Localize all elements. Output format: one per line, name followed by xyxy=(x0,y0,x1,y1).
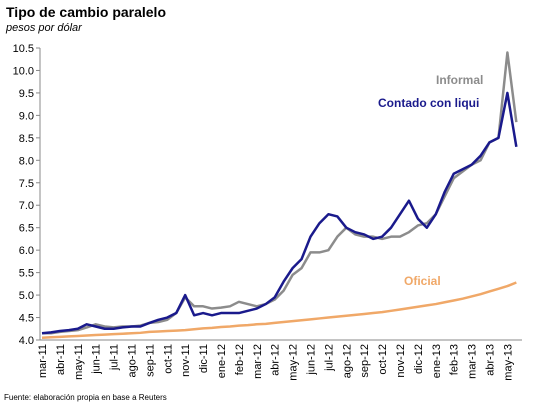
x-tick-label: jun-12 xyxy=(306,344,318,376)
series-label: Informal xyxy=(436,73,483,87)
x-tick-label: dic-12 xyxy=(413,344,425,374)
x-tick-label: mar-11 xyxy=(37,344,49,378)
x-tick-label: abr-12 xyxy=(270,344,282,376)
x-tick-label: may-13 xyxy=(502,344,514,381)
series-label: Contado con liqui xyxy=(378,96,479,110)
y-tick-label: 7.5 xyxy=(19,178,34,190)
y-tick-label: 5.5 xyxy=(19,268,34,280)
y-tick-label: 8.5 xyxy=(19,133,34,145)
y-tick-label: 9.5 xyxy=(19,88,34,100)
x-tick-label: abr-13 xyxy=(485,344,497,376)
y-tick-label: 8.0 xyxy=(19,155,34,167)
y-tick-label: 5.0 xyxy=(19,290,34,302)
x-tick-label: jul-11 xyxy=(109,344,121,371)
x-tick-label: ago-12 xyxy=(341,344,353,378)
series-line xyxy=(41,281,517,340)
x-tick-label: sep-11 xyxy=(144,344,156,377)
x-tick-label: ago-11 xyxy=(127,344,139,377)
x-tick-label: mar-13 xyxy=(467,344,479,379)
x-tick-label: nov-12 xyxy=(395,344,407,378)
x-tick-label: sep-12 xyxy=(359,344,371,378)
x-tick-label: mar-12 xyxy=(252,344,264,379)
x-tick-label: may-12 xyxy=(288,344,300,381)
x-tick-label: jul-12 xyxy=(323,344,335,372)
x-tick-label: feb-13 xyxy=(449,344,461,375)
y-tick-label: 6.0 xyxy=(19,245,34,257)
series-line xyxy=(41,91,518,335)
y-tick-label: 10.0 xyxy=(13,65,34,77)
source: Fuente: elaboración propia en base a Reu… xyxy=(4,393,167,402)
y-tick-label: 7.0 xyxy=(19,200,34,212)
x-tick-label: oct-12 xyxy=(377,344,389,375)
chart-title: Tipo de cambio paralelo xyxy=(6,4,166,20)
x-tick-label: abr-11 xyxy=(55,344,67,375)
x-tick-label: nov-11 xyxy=(180,344,192,377)
x-tick-label: dic-11 xyxy=(198,344,210,373)
y-tick-label: 10.5 xyxy=(13,43,34,55)
chart-subtitle: pesos por dólar xyxy=(5,22,83,34)
x-tick-label: ene-12 xyxy=(216,344,228,378)
x-tick-label: oct-11 xyxy=(162,344,174,374)
x-tick-label: feb-12 xyxy=(234,344,246,375)
y-tick-label: 4.5 xyxy=(19,313,34,325)
y-tick-label: 6.5 xyxy=(19,223,34,235)
x-tick-label: ene-13 xyxy=(431,344,443,378)
x-tick-label: jun-11 xyxy=(91,344,103,375)
x-tick-label: may-11 xyxy=(73,344,85,380)
y-tick-label: 9.0 xyxy=(19,110,34,122)
series-label: Oficial xyxy=(404,274,441,288)
y-tick-label: 4.0 xyxy=(19,335,34,347)
